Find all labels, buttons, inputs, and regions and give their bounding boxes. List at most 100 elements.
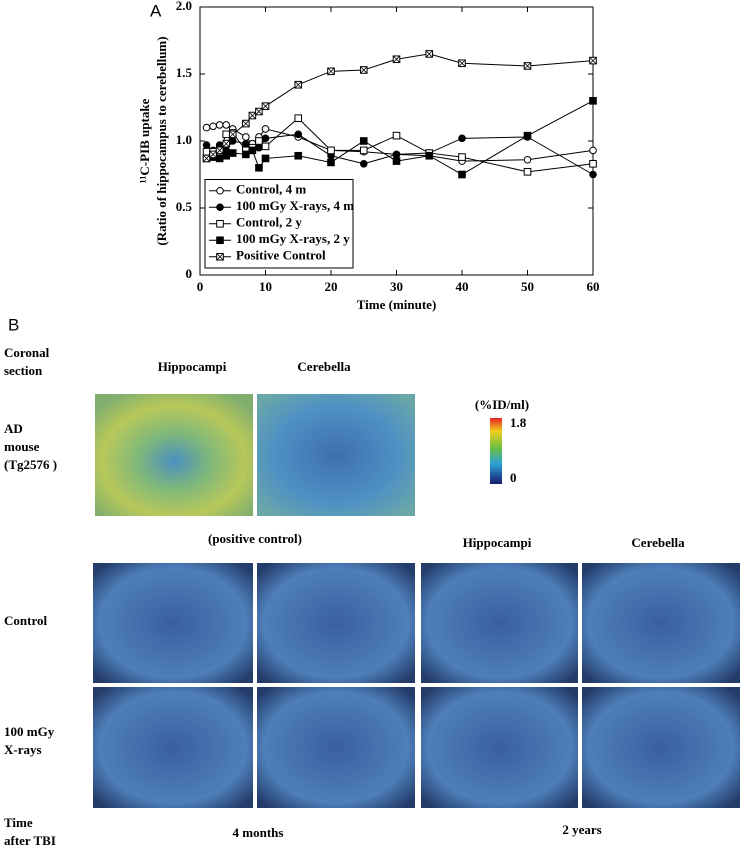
x-tick-label: 50 bbox=[521, 279, 534, 294]
row-header: Coronal bbox=[4, 345, 50, 360]
marker-cross bbox=[589, 57, 597, 65]
x-tick-label: 30 bbox=[390, 279, 403, 294]
marker bbox=[255, 137, 263, 145]
marker-cross bbox=[261, 102, 270, 110]
panel-b: B Coronal section Hippocampi Cerebella A… bbox=[4, 315, 740, 848]
chart: A 0 0.5 1.0 1.5 2.0 0 10 20 30 40 50 60 Time (minute)… bbox=[137, 0, 600, 312]
marker-cross bbox=[523, 62, 532, 70]
marker-cross bbox=[229, 130, 237, 138]
marker-cross bbox=[327, 67, 335, 75]
marker bbox=[523, 168, 532, 176]
marker-cross bbox=[202, 154, 211, 163]
marker bbox=[327, 158, 335, 167]
row-label: 100 mGy bbox=[4, 724, 55, 739]
marker bbox=[222, 121, 230, 129]
pet-image bbox=[421, 563, 578, 683]
x-tick-label: 10 bbox=[259, 279, 272, 294]
marker bbox=[255, 143, 263, 152]
pet-image bbox=[93, 563, 253, 683]
column-label: Cerebella bbox=[297, 359, 351, 374]
marker bbox=[209, 122, 217, 131]
marker bbox=[261, 142, 270, 151]
marker bbox=[523, 155, 532, 164]
row-label: Control bbox=[4, 613, 47, 628]
marker bbox=[242, 150, 250, 159]
marker-cross bbox=[216, 146, 224, 154]
marker bbox=[294, 151, 303, 160]
pet-image bbox=[421, 687, 578, 808]
y-tick-label: 2.0 bbox=[176, 0, 192, 13]
marker bbox=[294, 130, 303, 139]
legend-label: Control, 4 m bbox=[236, 182, 306, 197]
row-label: (Tg2576 ) bbox=[4, 457, 57, 472]
legend-label: Positive Control bbox=[236, 248, 326, 263]
marker bbox=[216, 236, 224, 245]
row-label: Time bbox=[4, 815, 33, 830]
time-label: 4 months bbox=[233, 825, 284, 840]
marker bbox=[222, 130, 230, 139]
marker bbox=[202, 141, 211, 149]
y-tick-label: 0.5 bbox=[176, 199, 193, 214]
x-tick-label: 0 bbox=[197, 279, 204, 294]
marker bbox=[589, 159, 597, 168]
marker bbox=[294, 114, 303, 123]
x-axis-label: Time (minute) bbox=[357, 297, 437, 312]
marker bbox=[216, 219, 224, 228]
marker-cross bbox=[209, 150, 217, 158]
marker bbox=[327, 146, 335, 155]
column-label: Cerebella bbox=[631, 535, 685, 550]
marker bbox=[216, 203, 224, 212]
marker-cross bbox=[294, 81, 302, 89]
pet-image bbox=[95, 394, 253, 516]
x-tick-label: 20 bbox=[325, 279, 338, 294]
colorbar-label: 0 bbox=[510, 470, 517, 485]
colorbar bbox=[490, 418, 502, 484]
colorbar-unit: (%ID/ml) bbox=[475, 397, 529, 412]
marker bbox=[261, 134, 270, 143]
marker bbox=[215, 154, 224, 163]
marker bbox=[359, 137, 368, 145]
column-label: Hippocampi bbox=[158, 359, 227, 374]
pet-image bbox=[257, 687, 415, 808]
caption: (positive control) bbox=[208, 531, 302, 546]
marker bbox=[359, 159, 368, 168]
marker-cross bbox=[360, 66, 368, 74]
marker bbox=[215, 121, 224, 129]
pet-image bbox=[257, 394, 415, 516]
row-label: after TBI bbox=[4, 833, 56, 848]
pet-image bbox=[93, 687, 253, 808]
y-axis-label: ¹¹C-PIB uptake bbox=[137, 98, 152, 183]
marker bbox=[216, 186, 224, 195]
marker bbox=[242, 139, 250, 148]
legend-label: 100 mGy X-rays, 2 y bbox=[236, 231, 350, 246]
row-header: section bbox=[4, 363, 43, 378]
marker-cross bbox=[242, 119, 250, 128]
marker bbox=[228, 137, 237, 145]
marker bbox=[589, 97, 597, 105]
marker bbox=[425, 151, 434, 160]
pet-image bbox=[582, 563, 740, 683]
marker bbox=[202, 123, 211, 132]
pet-image bbox=[257, 563, 415, 683]
marker bbox=[261, 154, 270, 163]
marker bbox=[261, 125, 270, 133]
marker bbox=[392, 131, 401, 140]
marker bbox=[359, 146, 368, 155]
marker bbox=[458, 134, 466, 143]
x-tick-label: 60 bbox=[587, 279, 600, 294]
y-tick-label: 0 bbox=[186, 266, 193, 281]
marker bbox=[589, 170, 597, 179]
marker-cross bbox=[392, 55, 401, 63]
marker bbox=[589, 146, 597, 155]
x-tick-label: 40 bbox=[456, 279, 469, 294]
marker-cross bbox=[458, 59, 466, 67]
marker-cross bbox=[248, 111, 256, 120]
legend-label: 100 mGy X-rays, 4 m bbox=[236, 198, 354, 213]
marker-cross bbox=[222, 140, 230, 148]
marker bbox=[248, 146, 257, 155]
panel-label: A bbox=[150, 1, 162, 20]
marker bbox=[458, 153, 466, 161]
row-label: mouse bbox=[4, 439, 40, 454]
panel-label: B bbox=[8, 315, 19, 334]
